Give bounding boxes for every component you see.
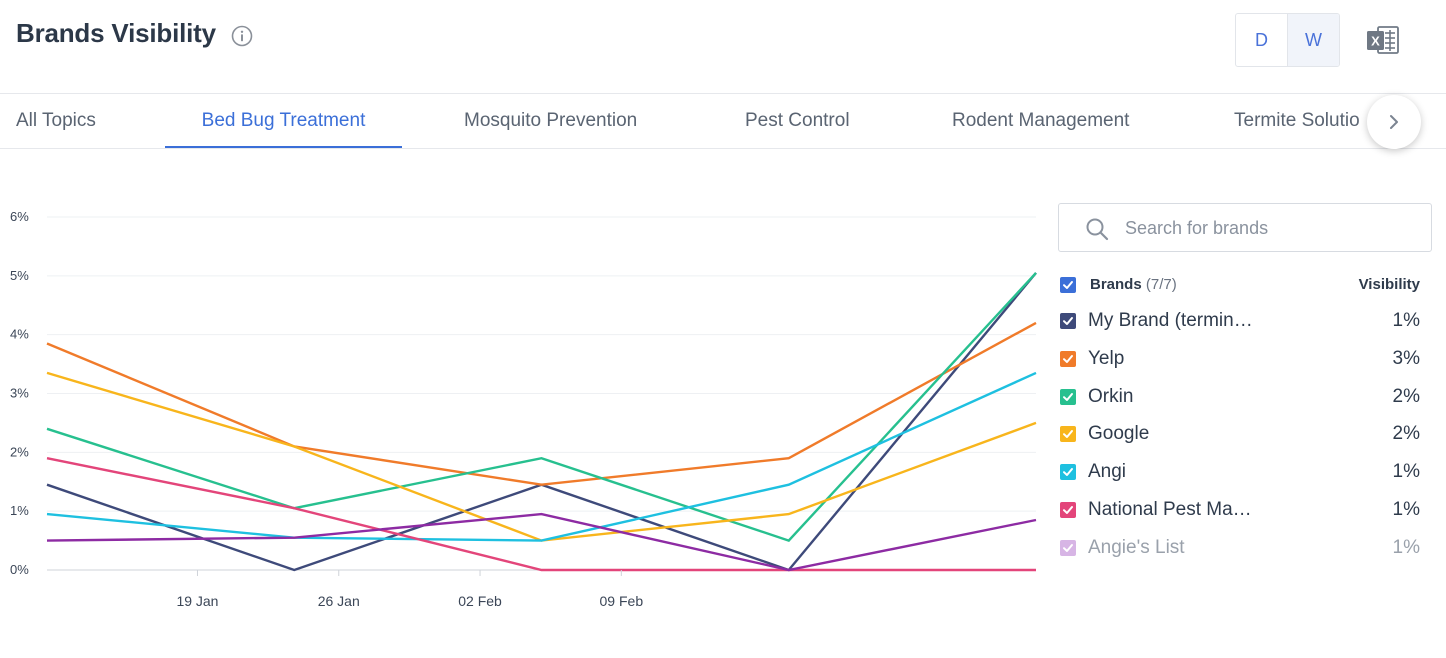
brand-name: Orkin [1088, 385, 1134, 407]
brand-visibility: 1% [1392, 498, 1420, 520]
brand-name: Yelp [1088, 347, 1125, 369]
tab-rodent-management[interactable]: Rodent Management [952, 110, 1130, 131]
chart-series [46, 272, 1037, 572]
toggle-week-button[interactable]: W [1287, 14, 1339, 66]
brand-panel: Brands (7/7) Visibility My Brand (termin… [1058, 203, 1432, 567]
tabs-scroll-right-button[interactable] [1367, 95, 1421, 149]
series-line [46, 321, 1037, 486]
tab-mosquito-prevention[interactable]: Mosquito Prevention [464, 110, 638, 131]
brand-checkbox[interactable] [1060, 313, 1076, 329]
brand-checkbox[interactable] [1060, 350, 1076, 367]
brand-name: Angie's List [1088, 536, 1185, 558]
brand-name: Angi [1088, 461, 1127, 483]
brand-row[interactable]: National Pest Ma… 1% [1058, 491, 1432, 529]
x-tick-label: 19 Jan [176, 593, 218, 609]
x-tick-label: 02 Feb [458, 593, 502, 609]
tab-bed-bug-treatment[interactable]: Bed Bug Treatment [165, 94, 402, 148]
brand-row[interactable]: My Brand (termin… 1% [1058, 302, 1432, 340]
check-icon [1063, 543, 1073, 552]
brand-row[interactable]: Angi 1% [1058, 453, 1432, 491]
visibility-column-header: Visibility [1358, 276, 1420, 293]
brand-checkbox[interactable] [1060, 388, 1076, 405]
brand-row[interactable]: Google 2% [1058, 415, 1432, 453]
y-tick-label: 1% [10, 503, 29, 518]
brands-header-label: Brands (7/7) [1090, 276, 1177, 293]
series-line [46, 457, 1036, 572]
tab-all-topics[interactable]: All Topics [16, 110, 96, 131]
y-axis: 0% 1% 2% 3% 4% 5% 6% [10, 209, 29, 577]
tab-termite-solutions[interactable]: Termite Solutio [1234, 110, 1360, 131]
y-tick-label: 0% [10, 562, 29, 577]
series-line [46, 272, 1037, 572]
series-line [46, 272, 1037, 542]
toggle-day-button[interactable]: D [1255, 29, 1268, 50]
brand-visibility: 1% [1392, 536, 1420, 558]
tab-pest-control[interactable]: Pest Control [745, 110, 850, 131]
brand-row[interactable]: Orkin 2% [1058, 378, 1432, 416]
brand-checkbox[interactable] [1060, 464, 1076, 481]
brand-name: National Pest Ma… [1088, 498, 1252, 520]
page-title: Brands Visibility [16, 18, 216, 48]
check-icon [1063, 505, 1073, 514]
info-icon[interactable] [231, 25, 253, 47]
search-icon [1086, 218, 1109, 241]
brand-search-box [1058, 203, 1432, 252]
topic-tabs: All Topics Bed Bug Treatment Mosquito Pr… [0, 94, 1446, 149]
brand-checkbox[interactable] [1060, 501, 1076, 518]
visibility-line-chart: 0% 1% 2% 3% 4% 5% 6% 19 Jan 26 Jan 02 Feb 09 Feb [10, 209, 1037, 609]
brand-search-input[interactable] [1125, 212, 1415, 244]
x-tick-label: 26 Jan [318, 593, 360, 609]
brands-header-title: Brands [1090, 276, 1142, 293]
y-tick-label: 5% [10, 268, 29, 283]
svg-text:X: X [1371, 34, 1380, 49]
brand-visibility: 1% [1392, 461, 1420, 483]
brands-header: Brands (7/7) Visibility [1058, 270, 1432, 302]
y-tick-label: 6% [10, 209, 29, 224]
check-icon [1063, 317, 1073, 325]
brand-checkbox[interactable] [1060, 539, 1076, 556]
y-tick-label: 3% [10, 386, 29, 401]
series-line [46, 371, 1037, 542]
check-icon [1063, 468, 1073, 477]
brands-count: (7/7) [1145, 276, 1177, 293]
period-toggle: D W [1235, 13, 1340, 67]
chart-grid [47, 216, 1036, 571]
chevron-right-icon [1390, 115, 1398, 129]
brand-row[interactable]: Yelp 3% [1058, 340, 1432, 378]
series-line [46, 512, 1037, 572]
brand-list: My Brand (termin… 1% Yelp 3% Orkin 2% Go… [1058, 302, 1432, 567]
check-icon [1063, 392, 1073, 401]
brand-visibility: 1% [1392, 310, 1420, 331]
x-tick-label: 09 Feb [600, 593, 644, 609]
check-icon [1063, 281, 1073, 289]
brand-name: Google [1088, 423, 1150, 445]
brand-row[interactable]: Angie's List 1% [1058, 529, 1432, 567]
brand-name: My Brand (termin… [1088, 310, 1253, 331]
series-line [46, 371, 1037, 542]
brand-visibility: 2% [1392, 385, 1420, 407]
y-tick-label: 2% [10, 444, 29, 459]
brand-visibility: 3% [1392, 347, 1420, 369]
excel-icon[interactable]: X [1366, 25, 1400, 55]
y-tick-label: 4% [10, 327, 29, 342]
brand-visibility: 2% [1392, 423, 1420, 445]
header-bar: Brands Visibility D W X [0, 0, 1446, 94]
select-all-checkbox[interactable] [1060, 277, 1076, 293]
x-axis: 19 Jan 26 Jan 02 Feb 09 Feb [176, 570, 643, 609]
check-icon [1063, 354, 1073, 363]
brand-checkbox[interactable] [1060, 426, 1076, 443]
check-icon [1063, 430, 1073, 439]
